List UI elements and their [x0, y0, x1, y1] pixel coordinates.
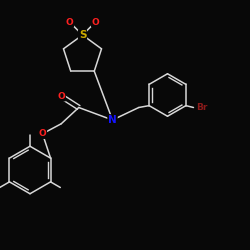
Text: O: O: [38, 129, 46, 138]
Text: N: N: [108, 115, 117, 125]
Text: O: O: [66, 18, 74, 26]
Text: S: S: [79, 30, 86, 40]
Text: Br: Br: [196, 103, 208, 112]
Text: O: O: [58, 92, 65, 101]
Text: O: O: [92, 18, 100, 26]
